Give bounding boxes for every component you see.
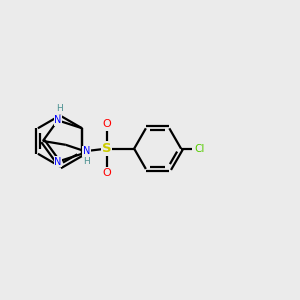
Text: O: O <box>102 168 111 178</box>
Text: O: O <box>102 119 111 129</box>
Text: N: N <box>54 157 62 166</box>
Text: N: N <box>83 146 90 156</box>
Text: S: S <box>102 142 111 155</box>
Text: N: N <box>54 116 62 125</box>
Text: H: H <box>56 104 63 113</box>
Text: Cl: Cl <box>194 144 205 154</box>
Text: H: H <box>83 157 90 166</box>
